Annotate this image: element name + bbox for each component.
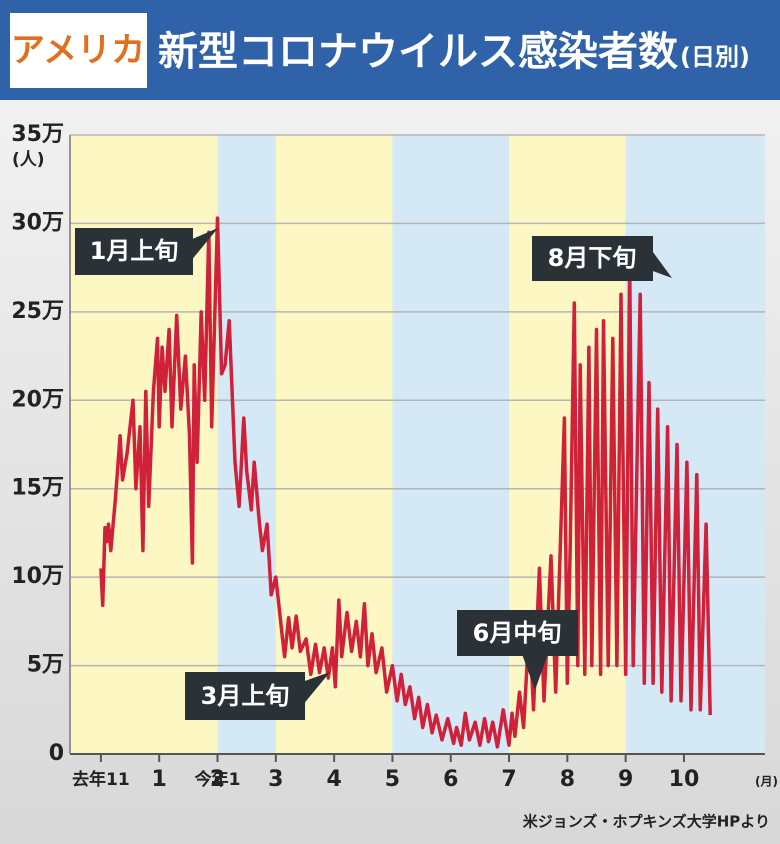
y-tick-label: 15万 <box>11 476 64 501</box>
y-tick-label: 5万 <box>27 653 64 678</box>
x-tick-label: 1 <box>152 767 167 792</box>
x-tick-label: 4 <box>326 767 341 792</box>
badge-box <box>10 13 147 88</box>
y-tick-label: 20万 <box>11 387 64 412</box>
x-tick-label: 2 <box>210 767 225 792</box>
annotation-pointer <box>190 228 218 262</box>
x-tick-label: 3 <box>268 767 283 792</box>
badge: アメリカ <box>11 31 145 71</box>
x-tick-label: 6 <box>443 767 458 792</box>
annotation: 3月上旬 <box>201 682 290 710</box>
stripe <box>392 135 510 754</box>
annotation-box <box>75 228 193 275</box>
annotation-pointer <box>650 248 672 278</box>
y-tick-label: 0 <box>49 741 64 766</box>
annotation-box <box>185 672 305 720</box>
y-tick-label: 25万 <box>11 299 64 324</box>
annotation-box <box>532 236 653 281</box>
y-tick-label: 10万 <box>11 564 64 589</box>
x-tick-label: 去年11 <box>72 769 130 790</box>
x-tick-label: 5 <box>385 767 400 792</box>
source: 米ジョンズ・ホプキンズ大学HPより <box>523 813 770 831</box>
chart-title: 新型コロナウイルス感染者数 <box>158 29 678 75</box>
x-axis-label: (月) <box>755 775 778 789</box>
annotation: 8月下旬 <box>548 244 637 272</box>
y-tick-label: 30万 <box>11 210 64 235</box>
chart-subtitle: (日別) <box>680 43 750 71</box>
annotation-pointer <box>522 654 548 690</box>
x-tick-label: 8 <box>560 767 575 792</box>
annotation: 6月中旬 <box>473 619 562 647</box>
y-axis-label: (人) <box>12 150 45 170</box>
annotation-pointer <box>302 672 330 706</box>
annotation-box <box>457 610 578 656</box>
x-tick-label: 7 <box>501 767 516 792</box>
x-tick-label: 9 <box>618 767 633 792</box>
x-tick-label: 今年1 <box>195 769 241 790</box>
annotation: 1月上旬 <box>90 237 179 265</box>
series-line <box>99 216 712 749</box>
x-tick-label: 10 <box>669 767 700 792</box>
y-tick-label: 35万 <box>11 122 64 147</box>
